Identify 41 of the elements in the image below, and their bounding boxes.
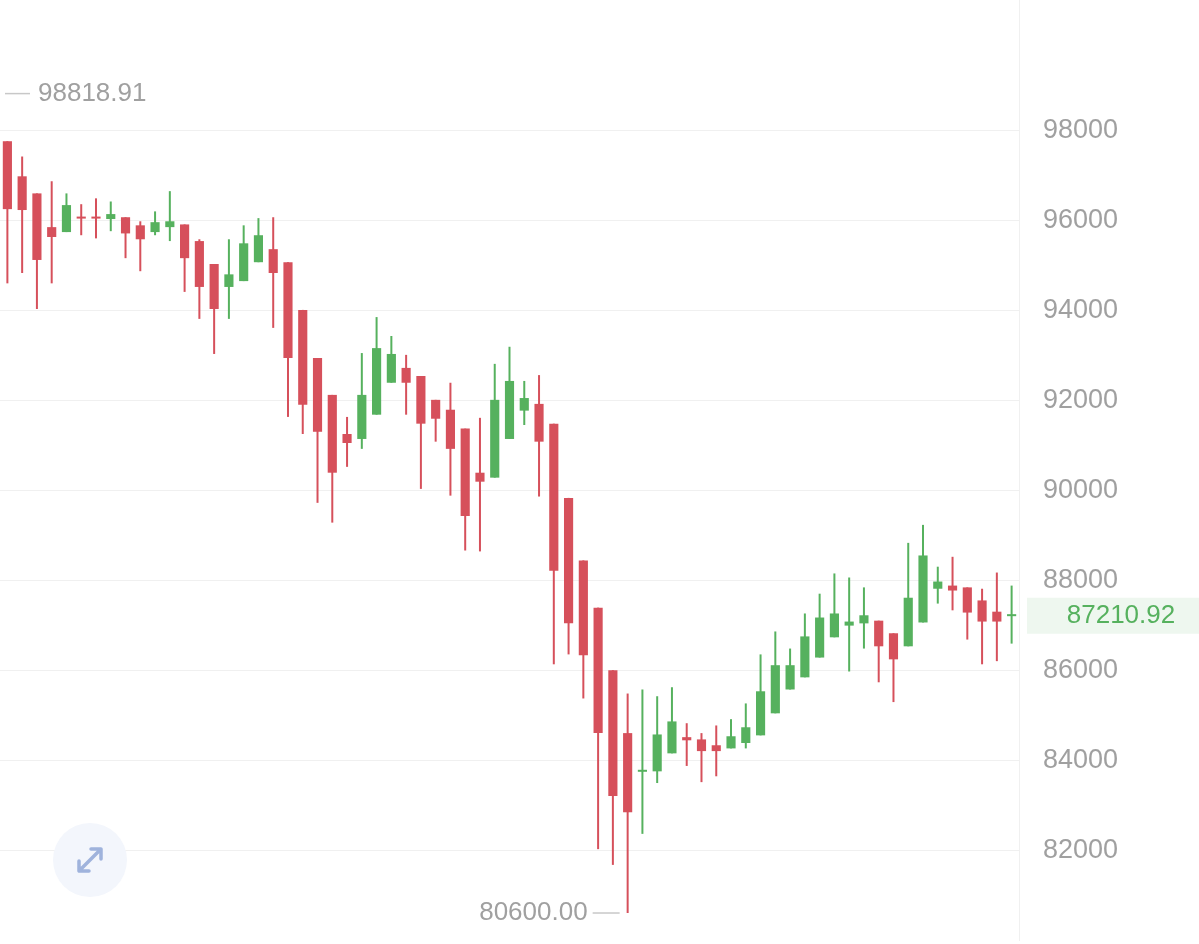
y-tick-label: 92000 xyxy=(1043,383,1119,414)
candlestick xyxy=(741,702,751,750)
candlestick xyxy=(106,200,116,233)
candlestick xyxy=(47,180,57,285)
y-tick-label: 88000 xyxy=(1043,563,1119,594)
candlestick xyxy=(637,688,647,835)
candlestick xyxy=(682,722,692,767)
candlestick xyxy=(1007,584,1017,645)
candlestick xyxy=(519,379,529,427)
y-tick-label: 94000 xyxy=(1043,293,1119,324)
text: 87210.92 xyxy=(1066,598,1176,629)
candlestick xyxy=(726,718,736,750)
candlestick xyxy=(91,197,101,240)
candlestick xyxy=(135,220,145,273)
candlestick xyxy=(933,565,943,605)
candlestick xyxy=(401,353,411,416)
candlestick xyxy=(76,203,86,237)
candlestick xyxy=(431,398,441,443)
candlestick xyxy=(120,216,131,260)
y-tick-label: 90000 xyxy=(1043,473,1119,504)
candlestick xyxy=(475,416,485,553)
y-tick-label: 86000 xyxy=(1043,653,1119,684)
candlestick xyxy=(977,587,987,666)
y-tick-label: 84000 xyxy=(1043,743,1119,774)
candlestick xyxy=(711,724,721,778)
candlestick xyxy=(224,238,234,320)
candlestick xyxy=(859,586,869,650)
candlestick xyxy=(992,571,1002,663)
candlestick xyxy=(696,732,707,784)
candlestick xyxy=(342,415,352,468)
ref-line-label: 98818.91 xyxy=(38,76,147,107)
candlestick xyxy=(844,576,854,673)
ref-line-label: 80600.00 xyxy=(479,896,588,927)
y-tick-label: 96000 xyxy=(1043,203,1119,234)
candlestick xyxy=(268,216,278,329)
y-tick-label: 98000 xyxy=(1043,113,1119,144)
candlestick xyxy=(150,210,160,237)
candlestick xyxy=(165,190,175,243)
candlestick xyxy=(947,555,958,612)
candlestick xyxy=(829,572,839,639)
y-tick-label: 82000 xyxy=(1043,833,1119,864)
